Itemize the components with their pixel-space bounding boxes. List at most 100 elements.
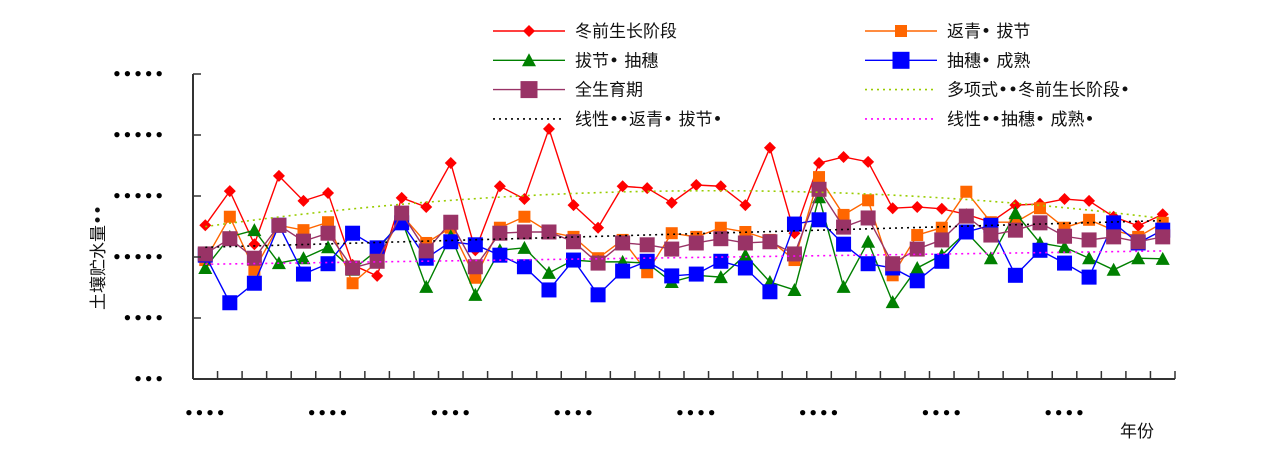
y-tick-label: ••••• xyxy=(112,126,165,144)
data-point xyxy=(1033,202,1046,215)
data-point xyxy=(198,260,213,274)
legend-marker-icon xyxy=(895,25,907,37)
data-point xyxy=(468,287,483,301)
data-point xyxy=(248,263,261,276)
trendline-0 xyxy=(205,189,1163,228)
data-point xyxy=(1083,213,1096,226)
data-point xyxy=(665,227,678,240)
data-point xyxy=(492,225,508,241)
data-point xyxy=(1106,229,1122,245)
legend-item: 冬前生长阶段 xyxy=(493,22,677,42)
data-point xyxy=(1057,240,1072,254)
data-point xyxy=(713,270,728,284)
data-point xyxy=(345,260,361,276)
data-point xyxy=(935,221,948,234)
data-point xyxy=(1081,269,1097,285)
data-point xyxy=(763,141,776,154)
data-point xyxy=(590,287,606,303)
data-point xyxy=(960,185,973,198)
data-point xyxy=(518,210,531,223)
data-point xyxy=(983,227,999,243)
data-point xyxy=(860,256,876,272)
data-point xyxy=(714,180,727,193)
data-point xyxy=(246,250,262,266)
data-point xyxy=(345,225,361,241)
data-point xyxy=(714,221,727,234)
x-tick-label: •••• xyxy=(921,404,963,422)
data-point xyxy=(590,255,606,271)
data-point xyxy=(296,251,311,265)
data-point xyxy=(860,210,876,226)
data-point xyxy=(811,181,827,197)
data-point xyxy=(247,223,262,237)
data-point xyxy=(222,231,238,247)
series-line xyxy=(204,175,1164,285)
y-tick-label: ••••• xyxy=(112,248,165,266)
data-point xyxy=(1155,229,1171,245)
series-4 xyxy=(197,181,1171,276)
data-point xyxy=(1131,251,1146,265)
series-0 xyxy=(199,122,1169,282)
legend-marker-icon xyxy=(522,53,536,67)
data-point xyxy=(1082,251,1097,265)
data-point xyxy=(811,212,827,228)
data-point xyxy=(739,199,752,212)
x-tick-label: •••• xyxy=(552,404,594,422)
data-point xyxy=(911,229,924,242)
legend-label: 抽穗• 成熟 xyxy=(947,50,1030,71)
legend-marker-icon xyxy=(520,81,538,99)
data-point xyxy=(713,253,729,269)
data-point xyxy=(1083,194,1096,207)
data-point xyxy=(886,202,899,215)
data-point xyxy=(837,208,850,221)
data-point xyxy=(346,277,359,290)
data-point xyxy=(641,182,654,195)
data-point xyxy=(420,200,433,213)
data-point xyxy=(813,157,826,170)
legend-item: 返青• 拔节 xyxy=(865,22,1030,42)
data-point xyxy=(1130,234,1146,250)
data-point xyxy=(566,252,582,268)
data-point xyxy=(713,231,729,247)
series-1 xyxy=(199,171,1169,290)
data-point xyxy=(615,263,631,279)
data-point xyxy=(911,200,924,213)
data-point xyxy=(885,295,900,309)
data-point xyxy=(248,238,261,251)
data-point xyxy=(983,251,998,265)
data-point xyxy=(199,219,212,232)
legend-item: 线性••返青• 拔节• xyxy=(493,110,723,130)
data-point xyxy=(395,191,408,204)
data-point xyxy=(639,253,655,269)
data-point xyxy=(1081,232,1097,248)
y-tick-label: •••• xyxy=(123,309,165,327)
trendline-1 xyxy=(205,219,1163,249)
series-line xyxy=(204,219,1164,304)
data-point xyxy=(935,202,948,215)
data-point xyxy=(516,259,532,275)
legend-label: 冬前生长阶段 xyxy=(575,22,677,42)
data-point xyxy=(688,235,704,251)
data-point xyxy=(223,185,236,198)
legend-label: 线性••抽穗• 成熟• xyxy=(947,109,1095,130)
data-point xyxy=(909,241,925,257)
legend-item: 线性••抽穗• 成熟• xyxy=(865,109,1095,130)
legend-label: 多项式••冬前生长阶段• xyxy=(947,81,1130,101)
data-point xyxy=(836,279,851,293)
x-tick-label: •••• xyxy=(184,404,226,422)
legend-label: 拔节• 抽穗 xyxy=(575,51,658,71)
data-point xyxy=(493,180,506,193)
data-point xyxy=(639,237,655,253)
data-point xyxy=(1007,267,1023,283)
data-point xyxy=(1058,193,1071,206)
data-point xyxy=(958,224,974,240)
data-point xyxy=(1032,242,1048,258)
legend-item: 全生育期 xyxy=(493,81,643,101)
data-point xyxy=(371,269,384,282)
data-point xyxy=(321,240,336,254)
data-point xyxy=(836,236,852,252)
data-point xyxy=(272,169,285,182)
series-line xyxy=(204,126,1164,277)
data-point xyxy=(295,233,311,249)
